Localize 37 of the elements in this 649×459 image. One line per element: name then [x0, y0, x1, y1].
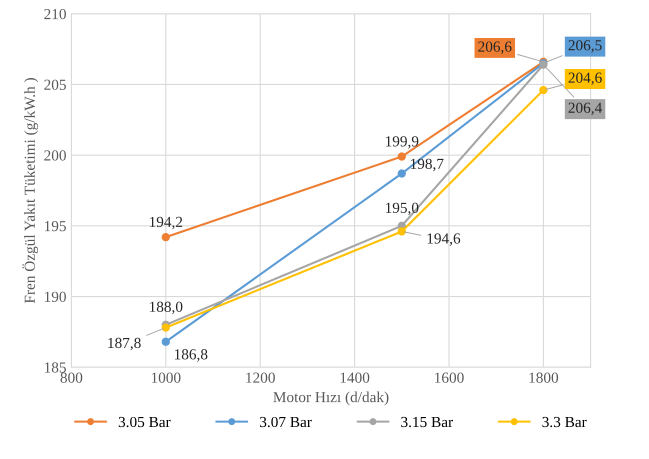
x-tick-label: 800 — [60, 372, 82, 383]
x-tick-label: 1400 — [340, 372, 370, 383]
x-axis-title: Motor Hızı (d/dak) — [273, 391, 388, 406]
data-label: 194,2 — [150, 216, 182, 230]
y-tick-label: 200 — [44, 150, 66, 161]
point — [398, 169, 406, 178]
x-tick-label: 1000 — [152, 372, 180, 383]
data-label: 206,6 — [478, 41, 512, 54]
point — [398, 227, 406, 236]
legend-label: 3.15 Bar — [401, 416, 453, 428]
data-label: 199,9 — [386, 136, 418, 149]
point — [162, 338, 170, 346]
point — [162, 232, 170, 242]
data-label: 206,5 — [568, 40, 602, 53]
data-label: 206,4 — [568, 102, 602, 116]
point — [539, 86, 548, 94]
data-label: 198,7 — [410, 158, 444, 172]
point — [398, 152, 406, 161]
legend-label: 3.05 Bar — [118, 416, 171, 428]
legend-label: 3.3 Bar — [542, 416, 587, 428]
legend-label: 3.07 Bar — [260, 416, 312, 428]
data-label: 194,6 — [428, 233, 460, 246]
data-label: 187,8 — [108, 338, 141, 350]
x-tick-label: 1600 — [435, 372, 464, 383]
x-tick-label: 1800 — [529, 372, 558, 383]
y-tick-label: 190 — [44, 292, 66, 302]
data-label: 195,0 — [386, 202, 418, 216]
y-tick-label: 210 — [44, 8, 66, 20]
y-axis-title: Fren Özgül Yakıt Tüketimi (g/kW.h ) — [22, 78, 38, 304]
y-tick-label: 185 — [44, 362, 66, 373]
point — [162, 323, 170, 332]
data-label: 186,8 — [174, 349, 208, 362]
y-tick-label: 205 — [44, 80, 66, 90]
x-tick-label: 1200 — [246, 372, 275, 383]
data-label: 188,0 — [150, 302, 182, 314]
y-tick-label: 195 — [44, 221, 66, 232]
data-label: 204,6 — [568, 72, 602, 86]
